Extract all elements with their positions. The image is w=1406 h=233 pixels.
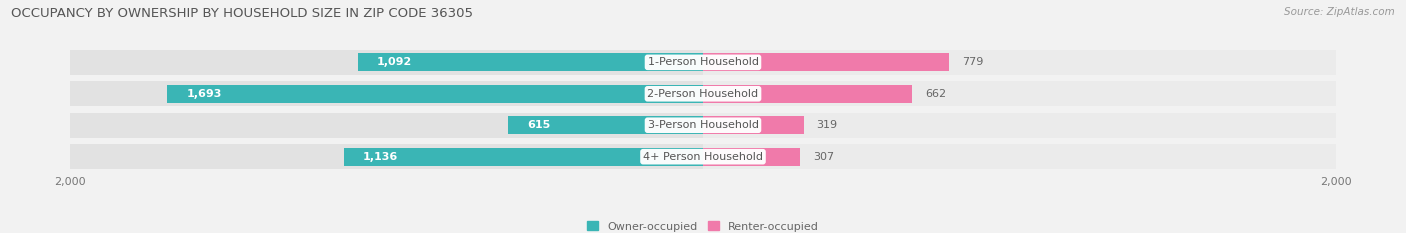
Text: 779: 779	[962, 57, 983, 67]
Bar	[703, 50, 1336, 75]
Text: 4+ Person Household: 4+ Person Household	[643, 152, 763, 162]
Legend: Owner-occupied, Renter-occupied: Owner-occupied, Renter-occupied	[582, 217, 824, 233]
Bar	[70, 113, 703, 138]
Text: 1,693: 1,693	[187, 89, 222, 99]
Bar	[703, 81, 1336, 106]
Bar	[343, 147, 703, 166]
Bar	[703, 116, 804, 134]
Bar	[703, 113, 1336, 138]
Text: 615: 615	[527, 120, 551, 130]
Text: 307: 307	[813, 152, 834, 162]
Bar	[509, 116, 703, 134]
Text: 2-Person Household: 2-Person Household	[647, 89, 759, 99]
Text: 3-Person Household: 3-Person Household	[648, 120, 758, 130]
Text: 1-Person Household: 1-Person Household	[648, 57, 758, 67]
Text: OCCUPANCY BY OWNERSHIP BY HOUSEHOLD SIZE IN ZIP CODE 36305: OCCUPANCY BY OWNERSHIP BY HOUSEHOLD SIZE…	[11, 7, 474, 20]
Text: 662: 662	[925, 89, 946, 99]
Text: 319: 319	[817, 120, 838, 130]
Bar	[70, 144, 703, 169]
Bar	[357, 53, 703, 72]
Bar	[70, 81, 703, 106]
Bar	[167, 85, 703, 103]
Text: 1,092: 1,092	[377, 57, 412, 67]
Text: Source: ZipAtlas.com: Source: ZipAtlas.com	[1284, 7, 1395, 17]
Bar	[703, 147, 800, 166]
Bar	[703, 85, 912, 103]
Bar	[70, 50, 703, 75]
Bar	[703, 144, 1336, 169]
Bar	[703, 53, 949, 72]
Text: 1,136: 1,136	[363, 152, 398, 162]
